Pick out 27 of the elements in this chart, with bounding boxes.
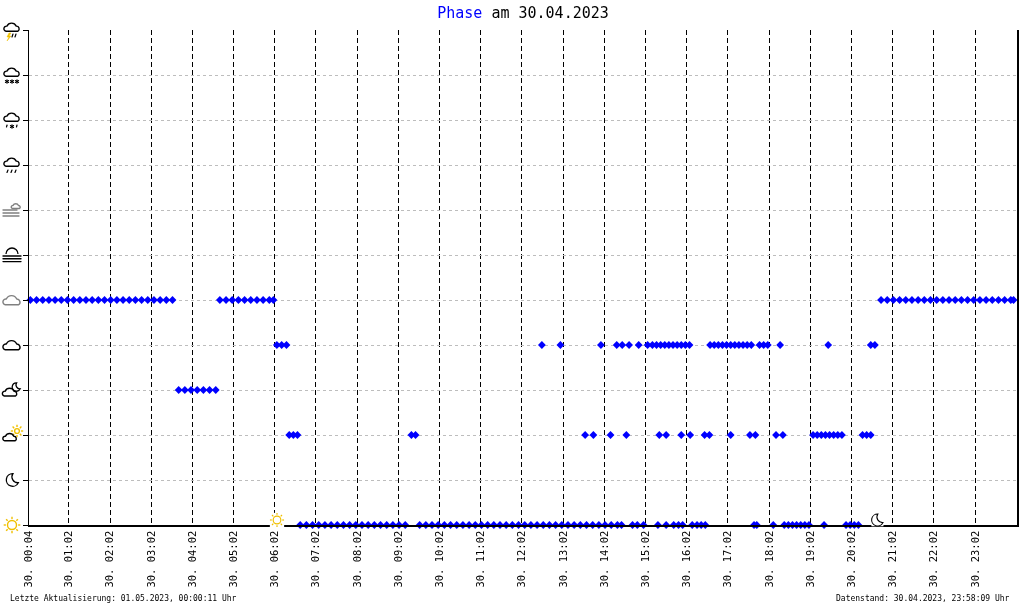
- x-tick-label: 30. 03:02: [144, 530, 157, 588]
- x-tick-label: 30. 06:02: [268, 530, 281, 588]
- x-tick-label: 30. 13:02: [556, 530, 569, 588]
- chart-title: Phase am 30.04.2023: [437, 4, 609, 23]
- x-tick-label: 30. 00:04: [22, 530, 35, 588]
- text: Datenstand: 30.04.2023, 23:58:09 Uhr: [836, 594, 1010, 603]
- x-tick-label: 30. 16:02: [680, 530, 693, 588]
- x-tick-label: 30. 07:02: [309, 530, 322, 588]
- x-tick-label: 30. 04:02: [185, 530, 198, 588]
- x-tick-label: 30. 08:02: [350, 530, 363, 588]
- x-tick-label: 30. 17:02: [721, 530, 734, 588]
- x-tick-label: 30. 12:02: [515, 530, 528, 588]
- x-tick-label: 30. 09:02: [391, 530, 404, 588]
- x-tick-label: 30. 10:02: [432, 530, 445, 588]
- x-tick-label: 30. 21:02: [886, 530, 899, 588]
- x-tick-label: 30. 23:02: [968, 530, 981, 588]
- x-tick-label: 30. 14:02: [597, 530, 610, 588]
- x-tick-label: 30. 20:02: [844, 530, 857, 588]
- x-tick-label: 30. 19:02: [803, 530, 816, 588]
- x-tick-label: 30. 02:02: [103, 530, 116, 588]
- x-tick-label: 30. 05:02: [227, 530, 240, 588]
- x-tick-label: 30. 01:02: [62, 530, 75, 588]
- x-tick-label: 30. 15:02: [638, 530, 651, 588]
- x-tick-label: 30. 18:02: [762, 530, 775, 588]
- x-tick-label: 30. 11:02: [474, 530, 487, 588]
- x-tick-label: 30. 22:02: [927, 530, 940, 588]
- text: Letzte Aktualisierung: 01.05.2023, 00:00:11 Uhr: [10, 594, 237, 603]
